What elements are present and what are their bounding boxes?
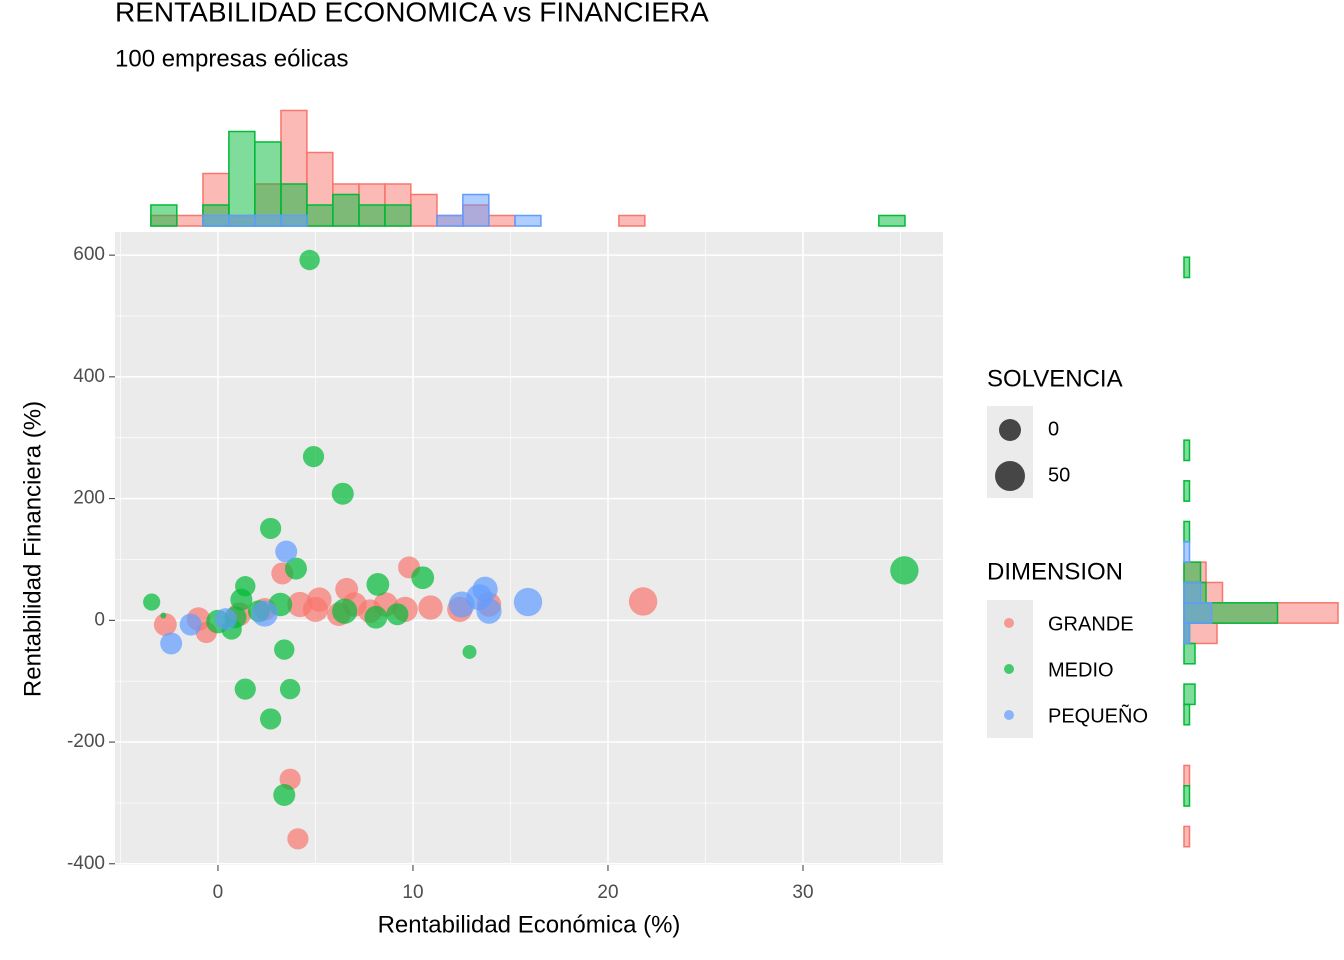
top-histogram-bar: [306, 204, 334, 227]
color-legend-key: [1004, 618, 1014, 628]
y-tick-label: 400: [73, 366, 105, 387]
top-histogram-bar: [436, 214, 464, 227]
right-histogram-bar: [1183, 622, 1191, 645]
point: [418, 595, 443, 620]
y-axis-label: Rentabilidad Financiera (%): [19, 401, 46, 697]
top-histogram-bar: [410, 193, 438, 227]
point: [411, 566, 435, 590]
top-histogram-bar: [176, 214, 204, 227]
x-tick-label: 30: [792, 882, 813, 903]
point: [260, 517, 282, 540]
point: [890, 556, 919, 585]
top-histogram-bar: [488, 214, 516, 227]
right-histogram-bar: [1183, 520, 1191, 543]
y-tick-label: -400: [67, 853, 105, 874]
top-histogram-bar: [384, 204, 412, 227]
right-histogram-bar: [1183, 703, 1191, 726]
top-histogram-bar: [228, 214, 256, 227]
x-tick-label: 0: [213, 882, 224, 903]
right-histogram-bar: [1183, 581, 1202, 604]
chart-subtitle: 100 empresas eólicas: [115, 45, 348, 72]
point: [628, 587, 658, 616]
top-histogram-bar: [202, 214, 230, 227]
right-histogram-bar: [1183, 825, 1191, 848]
right-histogram-bar: [1183, 785, 1191, 807]
right-histogram-bar: [1183, 256, 1191, 279]
color-legend-key: [1004, 710, 1014, 720]
legend-label: MEDIO: [1048, 659, 1114, 681]
point: [251, 600, 278, 627]
point: [153, 613, 177, 636]
point: [214, 608, 237, 631]
right-histogram-bar: [1183, 642, 1196, 665]
point: [331, 482, 354, 505]
top-histogram-bar: [618, 214, 646, 227]
point: [275, 540, 298, 563]
point: [260, 708, 282, 730]
point: [448, 591, 475, 618]
point: [476, 598, 502, 624]
point: [366, 573, 390, 596]
size-legend-title: SOLVENCIA: [987, 365, 1123, 392]
point: [160, 632, 183, 655]
chart-title: RENTABILIDAD ECONOMICA vs FINANCIERA: [115, 0, 709, 27]
right-histogram-bar: [1183, 683, 1196, 706]
point: [230, 588, 253, 611]
right-histogram-bar: [1183, 602, 1213, 624]
legend-label: PEQUEÑO: [1048, 703, 1148, 727]
top-histogram-bar: [462, 193, 490, 227]
size-legend-label: 0: [1048, 418, 1059, 440]
size-legend-label: 50: [1048, 464, 1070, 486]
y-tick-label: 200: [73, 488, 105, 509]
color-legend-title: DIMENSION: [987, 558, 1123, 585]
point: [307, 587, 332, 612]
size-legend-key: [999, 419, 1021, 441]
y-tick-label: 0: [94, 609, 105, 630]
right-histogram-bar: [1183, 764, 1191, 787]
right-histogram-bar: [1183, 480, 1191, 502]
top-histogram-bar: [878, 214, 906, 227]
top-histogram-bar: [514, 214, 542, 227]
right-histogram-bar: [1183, 439, 1191, 462]
point: [234, 678, 256, 700]
point: [179, 613, 202, 636]
point: [462, 644, 477, 659]
y-tick-label: -200: [67, 731, 105, 752]
point: [302, 445, 325, 468]
point: [274, 639, 295, 660]
point: [273, 784, 296, 807]
point: [364, 605, 388, 629]
x-axis-label: Rentabilidad Económica (%): [378, 911, 681, 938]
top-histogram-bar: [280, 214, 308, 227]
point: [143, 593, 161, 611]
top-histogram-bar: [150, 204, 178, 227]
panel-background: [115, 232, 943, 865]
top-histogram-bar: [358, 204, 386, 227]
top-histogram-bar: [254, 214, 282, 227]
right-histogram-bar: [1183, 541, 1191, 563]
top-histogram-bar: [332, 193, 360, 227]
point: [332, 598, 358, 624]
x-tick-label: 20: [597, 882, 618, 903]
point: [513, 587, 543, 617]
point: [279, 678, 301, 700]
top-histogram-bar: [228, 130, 256, 227]
y-tick-label: 600: [73, 244, 105, 265]
point: [287, 828, 309, 850]
top-histogram-bar: [254, 141, 282, 227]
point: [160, 612, 167, 619]
point: [299, 249, 320, 271]
point: [284, 557, 307, 580]
point: [386, 603, 409, 626]
color-legend-key: [1004, 664, 1014, 674]
x-tick-label: 10: [402, 882, 423, 903]
right-histogram-bar: [1183, 561, 1202, 584]
size-legend-key: [995, 461, 1025, 491]
legend-label: GRANDE: [1048, 613, 1134, 635]
